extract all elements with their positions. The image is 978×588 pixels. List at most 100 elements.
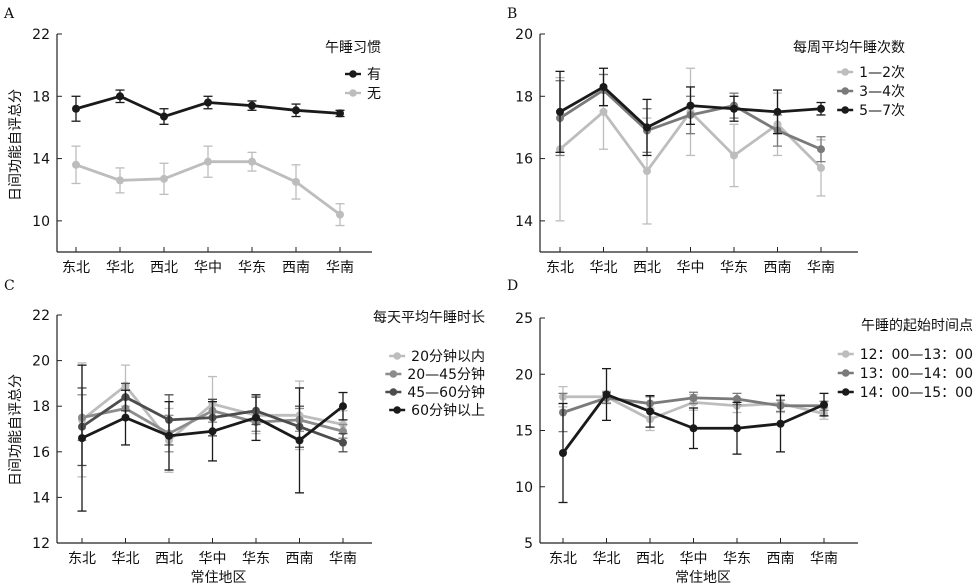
panel-letter: D — [507, 278, 518, 294]
legend: 每周平均午睡次数 1—2次 3—4次 5—7次 — [793, 40, 905, 119]
x-tick-label: 西南 — [767, 551, 795, 567]
legend-item: 20—45分钟 — [385, 366, 485, 383]
data-point — [776, 419, 785, 428]
y-tick-label: 18 — [32, 89, 50, 105]
legend-item: 1—2次 — [837, 65, 905, 81]
data-point — [339, 402, 347, 411]
data-point — [820, 400, 828, 409]
x-tick-label: 华东 — [723, 551, 751, 567]
data-point — [116, 176, 124, 185]
data-point — [204, 157, 212, 166]
x-tick-label: 西南 — [764, 260, 792, 276]
y-tick-label: 14 — [32, 152, 50, 168]
x-tick-label: 华南 — [807, 260, 835, 276]
data-point — [730, 151, 738, 160]
data-point — [602, 390, 611, 399]
data-point — [733, 424, 741, 433]
x-axis-title: 常住地区 — [191, 570, 247, 586]
y-tick-label: 10 — [515, 480, 533, 496]
data-point — [556, 107, 564, 116]
legend-swatch-dot — [389, 388, 398, 396]
series-2 — [71, 145, 345, 227]
panel-letter: A — [3, 6, 15, 22]
legend-item: 无 — [345, 86, 381, 102]
data-point — [204, 98, 212, 107]
data-point — [160, 112, 168, 121]
data-point — [72, 160, 80, 169]
y-tick-label: 10 — [32, 214, 50, 230]
legend-item: 45—60分钟 — [385, 384, 485, 401]
legend-item: 5—7次 — [837, 103, 905, 119]
y-axis-title: 日间功能自评总分 — [8, 374, 24, 486]
legend-item: 3—4次 — [837, 84, 905, 100]
y-tick-label: 16 — [32, 445, 50, 461]
data-point — [817, 163, 825, 172]
x-axis-title: 常住地区 — [675, 570, 731, 586]
data-point — [817, 145, 825, 154]
data-point — [78, 434, 86, 443]
legend-item: 12：00—13：00 — [837, 347, 973, 363]
x-tick-label: 华东 — [238, 260, 266, 276]
legend-label: 12：00—13：00 — [860, 347, 973, 363]
data-point — [165, 431, 173, 440]
data-point — [339, 438, 347, 447]
y-tick-label: 18 — [32, 399, 50, 415]
data-point — [292, 106, 300, 115]
data-point — [208, 427, 217, 436]
data-point — [689, 393, 698, 402]
y-tick-label: 18 — [515, 89, 533, 105]
legend-swatch-dot — [841, 68, 849, 76]
data-point — [643, 167, 651, 176]
x-tick-label: 华北 — [106, 260, 134, 276]
legend-item: 14：00—15：00 — [837, 385, 973, 401]
legend-label: 5—7次 — [859, 103, 905, 119]
legend-title: 午睡习惯 — [325, 39, 381, 56]
x-tick-label: 华南 — [326, 260, 354, 276]
y-tick-label: 12 — [32, 536, 50, 552]
data-point — [248, 157, 256, 166]
data-point — [643, 123, 651, 132]
panel-letter: B — [507, 6, 517, 22]
legend-swatch-dot — [841, 106, 849, 114]
y-tick-label: 14 — [515, 214, 533, 230]
legend-label: 20—45分钟 — [407, 366, 485, 383]
x-tick-label: 西北 — [150, 260, 178, 276]
data-point — [248, 101, 256, 110]
x-tick-label: 华中 — [199, 551, 227, 567]
legend-swatch-dot — [349, 70, 357, 78]
x-tick-label: 东北 — [549, 551, 577, 567]
legend-item: 20分钟以内 — [389, 348, 485, 365]
data-point — [160, 174, 168, 183]
series-1 — [71, 89, 345, 125]
legend-title: 每天平均午睡时长 — [373, 310, 485, 326]
y-tick-label: 14 — [32, 490, 50, 506]
x-tick-label: 华东 — [242, 551, 270, 567]
y-tick-label: 20 — [515, 27, 533, 43]
y-tick-label: 22 — [32, 308, 50, 324]
data-point — [292, 177, 300, 186]
x-tick-label: 华南 — [329, 551, 357, 567]
legend-swatch-dot — [393, 352, 401, 360]
x-tick-label: 西南 — [286, 551, 314, 567]
data-point — [295, 436, 304, 445]
x-tick-label: 华北 — [593, 551, 621, 567]
y-tick-label: 5 — [524, 536, 533, 552]
data-point — [599, 107, 608, 116]
x-tick-label: 西北 — [155, 551, 183, 567]
series-3 — [555, 67, 826, 157]
y-tick-label: 16 — [515, 152, 533, 168]
legend-label: 13：00—14：00 — [860, 366, 973, 382]
data-point — [121, 413, 130, 422]
data-point — [686, 101, 695, 110]
legend-label: 有 — [367, 67, 381, 83]
legend-label: 1—2次 — [859, 65, 905, 81]
legend-item: 有 — [345, 67, 381, 83]
data-point — [72, 104, 80, 113]
x-tick-label: 华中 — [194, 260, 222, 276]
data-point — [646, 407, 654, 416]
legend-title: 每周平均午睡次数 — [793, 40, 905, 56]
data-point — [336, 210, 344, 219]
